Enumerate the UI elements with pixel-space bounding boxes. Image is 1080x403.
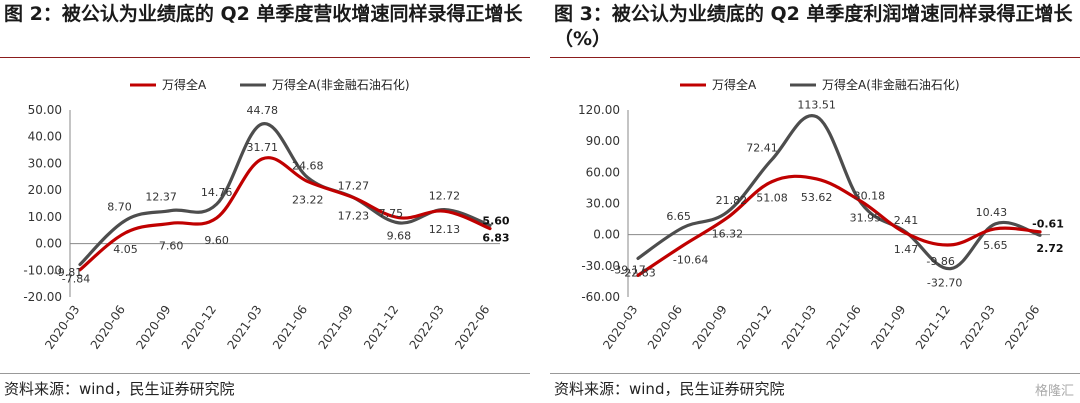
y-tick-label: 30.00 (28, 156, 62, 170)
data-label: 5.60 (482, 215, 509, 228)
data-label: 53.62 (801, 191, 833, 204)
data-label: 10.43 (976, 206, 1008, 219)
x-tick-label: 2020-09 (690, 303, 730, 352)
data-label: -0.61 (1032, 217, 1064, 230)
y-tick-label: -30.00 (581, 259, 620, 273)
data-label: 8.70 (107, 200, 132, 213)
data-label: 7.75 (379, 207, 404, 220)
series-line (636, 114, 1042, 271)
y-tick-label: 0.00 (593, 228, 620, 242)
source-divider (550, 373, 1080, 374)
data-label: -9.81 (54, 266, 82, 279)
data-label: 31.71 (246, 141, 278, 154)
profit-growth-line-chart: 120.0090.0060.0030.000.00-30.00-60.00202… (578, 77, 1064, 352)
data-label: 9.68 (387, 230, 412, 243)
x-tick-label: 2020-12 (179, 303, 219, 352)
x-tick-label: 2021-06 (824, 303, 864, 352)
data-label: 16.32 (712, 228, 744, 241)
data-label: -7.84 (62, 273, 90, 286)
series-line (78, 156, 492, 272)
legend-label: 万得全A (162, 77, 207, 92)
legend-label: 万得全A(非金融石油石化) (822, 77, 960, 92)
data-label: -39.17 (610, 263, 645, 276)
y-tick-label: 50.00 (28, 103, 62, 117)
data-label: 12.37 (145, 191, 177, 204)
data-label: 12.13 (429, 223, 461, 236)
data-label: 30.18 (854, 189, 886, 202)
revenue-growth-line-chart: 50.00 40.00 30.00 20.00 10.00 0.00 -10.00 -20.0… (23, 77, 510, 352)
y-tick-label: -20.00 (23, 290, 62, 304)
data-label: 6.65 (666, 210, 691, 223)
data-label: 31.95 (850, 211, 882, 224)
y-tick-label: 10.00 (28, 210, 62, 224)
chart-panel-revenue: 图 2：被公认为业绩底的 Q2 单季度营收增速同样录得正增长 50.00 40.0… (0, 0, 530, 403)
data-label: 12.72 (429, 190, 461, 203)
x-tick-label: 2020-06 (88, 303, 128, 352)
data-label: 44.78 (246, 104, 278, 117)
data-label: 4.05 (113, 243, 138, 256)
data-label: 72.41 (746, 141, 778, 154)
data-label: 2.72 (1036, 242, 1063, 255)
x-tick-label: 2020-09 (133, 303, 173, 352)
legend-label: 万得全A(非金融石油石化) (272, 77, 410, 92)
x-tick-label: 2020-12 (734, 303, 774, 352)
x-tick-label: 2021-12 (913, 303, 953, 352)
data-label: 113.51 (797, 99, 836, 112)
data-label: 17.27 (338, 179, 370, 192)
data-label: 9.60 (204, 234, 229, 247)
y-tick-label: 90.00 (586, 134, 620, 148)
title-divider (0, 57, 530, 58)
data-label: -32.70 (927, 277, 962, 290)
y-tick-label: 40.00 (28, 130, 62, 144)
y-tick-label: 60.00 (586, 165, 620, 179)
data-label: 23.22 (292, 194, 324, 207)
watermark-logo: 格隆汇 (1034, 384, 1074, 399)
title-divider (550, 57, 1080, 58)
x-tick-label: 2021-09 (316, 303, 356, 352)
data-label: 2.41 (894, 214, 919, 227)
x-tick-label: 2021-12 (361, 303, 401, 352)
chart-title: 图 2：被公认为业绩底的 Q2 单季度营收增速同样录得正增长 (4, 3, 523, 25)
x-tick-label: 2020-03 (42, 303, 82, 352)
chart-title: 图 3：被公认为业绩底的 Q2 单季度利润增速同样录得正增长（%） (554, 3, 1073, 50)
data-label: 7.60 (159, 239, 184, 252)
y-tick-label: 30.00 (586, 197, 620, 211)
data-label: 5.65 (983, 239, 1008, 252)
x-tick-label: 2020-03 (600, 303, 640, 352)
source-divider (0, 373, 530, 374)
data-label: 51.08 (756, 192, 788, 205)
data-label: 17.23 (338, 210, 370, 223)
series-line (78, 122, 492, 267)
x-tick-label: 2022-06 (452, 303, 492, 352)
x-tick-label: 2022-06 (1002, 303, 1042, 352)
source-note: 资料来源：wind，民生证券研究院 (554, 380, 785, 398)
data-label: 21.82 (716, 194, 748, 207)
x-tick-label: 2022-03 (958, 303, 998, 352)
y-tick-label: 20.00 (28, 183, 62, 197)
data-label: -22.83 (620, 266, 655, 279)
x-tick-label: 2021-03 (224, 303, 264, 352)
data-label: 14.76 (201, 186, 233, 199)
y-tick-label: 0.00 (35, 237, 62, 251)
x-tick-label: 2021-06 (270, 303, 310, 352)
y-tick-label: -60.00 (581, 290, 620, 304)
y-tick-label: 120.00 (578, 103, 620, 117)
data-label: 6.83 (482, 231, 509, 244)
data-label: 1.47 (894, 243, 919, 256)
legend-label: 万得全A (712, 77, 757, 92)
x-tick-label: 2020-06 (645, 303, 685, 352)
series-line (636, 174, 1042, 277)
y-tick-label: -10.00 (23, 263, 62, 277)
data-label: -9.86 (926, 255, 954, 268)
x-tick-label: 2022-03 (407, 303, 447, 352)
data-label: 24.68 (292, 160, 324, 173)
data-label: -10.64 (673, 254, 708, 267)
source-note: 资料来源：wind，民生证券研究院 (4, 380, 235, 398)
x-tick-label: 2021-03 (779, 303, 819, 352)
chart-panel-profit: 图 3：被公认为业绩底的 Q2 单季度利润增速同样录得正增长（%） 120.00… (550, 0, 1080, 403)
x-tick-label: 2021-09 (868, 303, 908, 352)
